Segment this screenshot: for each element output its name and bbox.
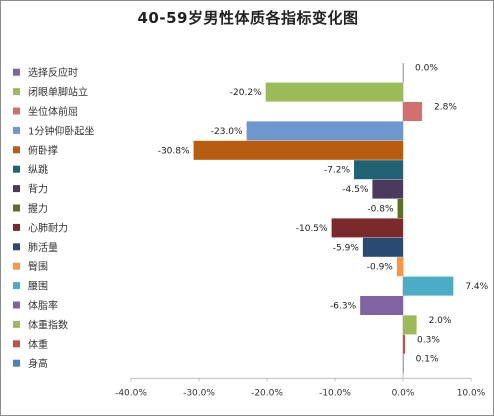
legend-label: 身高 — [28, 357, 48, 370]
data-label: 0.0% — [415, 64, 438, 74]
legend-label: 俯卧撑 — [28, 144, 58, 157]
legend-label: 背力 — [28, 183, 48, 196]
legend-label: 心肺耐力 — [28, 221, 68, 234]
legend-marker — [13, 320, 20, 328]
legend-label: 体脂率 — [28, 299, 58, 312]
legend-marker — [13, 359, 20, 367]
data-label: -30.8% — [158, 146, 190, 156]
data-label: 0.3% — [417, 335, 440, 345]
bar — [403, 63, 404, 83]
x-tick-label: 10.0% — [457, 388, 486, 398]
legend-marker — [13, 165, 20, 173]
data-label: -5.9% — [333, 243, 360, 253]
bar — [403, 276, 454, 296]
data-label: -0.9% — [367, 263, 394, 273]
data-label: -6.3% — [330, 302, 357, 312]
legend-marker — [13, 204, 20, 212]
legend-label: 坐位体前屈 — [28, 105, 78, 118]
legend-marker — [13, 340, 20, 348]
bar — [372, 179, 403, 199]
legend-marker — [13, 243, 20, 251]
legend-label: 腰围 — [28, 281, 48, 293]
legend-marker — [13, 68, 20, 76]
legend-marker — [13, 301, 20, 309]
legend-marker — [13, 223, 20, 231]
bar — [403, 315, 417, 335]
bar — [397, 199, 403, 218]
bar — [403, 354, 404, 374]
x-tick-label: -40.0% — [115, 388, 147, 398]
legend-marker — [13, 88, 20, 96]
bar — [265, 82, 403, 102]
bar — [396, 257, 403, 277]
bar — [331, 218, 403, 238]
legend-label: 体重 — [28, 338, 48, 351]
bar — [354, 160, 403, 180]
legend-label: 1分钟仰卧起坐 — [28, 124, 94, 137]
bar — [362, 237, 403, 257]
data-label: -7.2% — [324, 166, 351, 176]
x-tick-label: 0.0% — [392, 388, 415, 398]
legend-marker — [13, 107, 20, 115]
legend-marker — [13, 146, 20, 154]
data-label: -23.0% — [211, 127, 243, 137]
data-label: -20.2% — [230, 88, 262, 98]
bar — [360, 296, 403, 315]
legend-label: 体重指数 — [28, 318, 68, 331]
bar — [246, 121, 403, 141]
legend-label: 握力 — [28, 202, 48, 215]
data-label: -0.8% — [367, 205, 394, 215]
legend-marker — [13, 185, 20, 193]
legend-label: 闭眼单脚站立 — [28, 86, 88, 99]
bar — [403, 334, 406, 354]
chart-title: 40-59岁男性体质各指标变化图 — [137, 9, 359, 27]
legend-marker — [13, 126, 20, 134]
legend-label: 肺活量 — [28, 242, 58, 254]
legend-marker — [13, 282, 20, 290]
x-tick-label: -30.0% — [183, 388, 215, 398]
x-tick-label: -10.0% — [319, 388, 351, 398]
data-label: -10.5% — [296, 224, 328, 234]
x-tick-label: -20.0% — [251, 388, 283, 398]
legend-label: 选择反应时 — [28, 66, 78, 79]
legend-label: 纵跳 — [28, 163, 48, 176]
bar — [403, 102, 423, 121]
data-label: 0.1% — [416, 355, 439, 365]
data-label: -4.5% — [342, 185, 369, 195]
data-label: 2.0% — [429, 316, 452, 326]
legend-marker — [13, 262, 20, 270]
bar — [193, 140, 403, 160]
data-label: 7.4% — [465, 282, 488, 292]
data-label: 2.8% — [434, 103, 457, 113]
legend-label: 臀围 — [28, 261, 48, 273]
